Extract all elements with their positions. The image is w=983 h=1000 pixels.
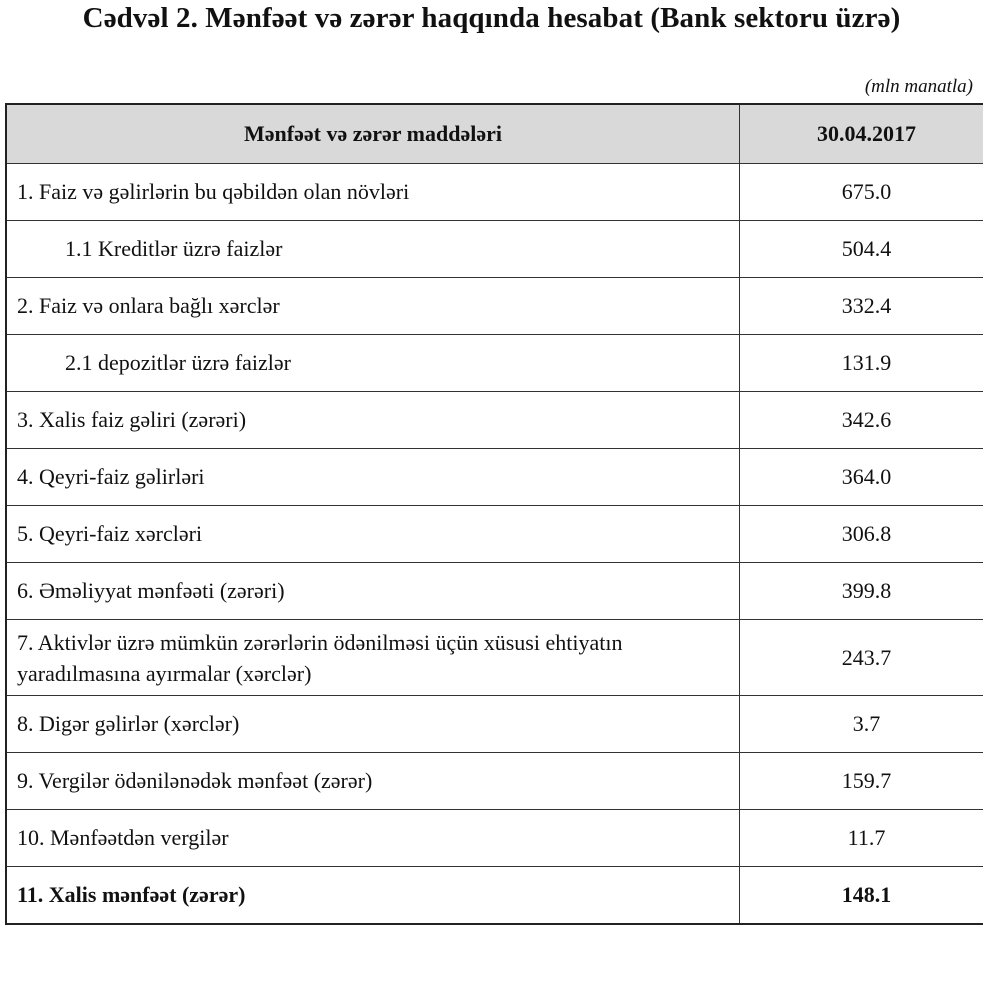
table-row: 1.1 Kreditlər üzrə faizlər 504.4 (5, 220, 983, 278)
row-value: 342.6 (739, 391, 983, 449)
table-row: 7. Aktivlər üzrə mümkün zərərlərin ödəni… (5, 619, 983, 696)
header-row: Mənfəət və zərər maddələri 30.04.2017 (5, 103, 983, 164)
row-label: 1.1 Kreditlər üzrə faizlər (5, 220, 740, 278)
row-value: 364.0 (739, 448, 983, 506)
table-row: 2. Faiz və onlara bağlı xərclər 332.4 (5, 277, 983, 335)
row-label: 2. Faiz və onlara bağlı xərclər (5, 277, 740, 335)
row-label: 2.1 depozitlər üzrə faizlər (5, 334, 740, 392)
row-value: 399.8 (739, 562, 983, 620)
row-value: 504.4 (739, 220, 983, 278)
row-value: 675.0 (739, 163, 983, 221)
row-label: 7. Aktivlər üzrə mümkün zərərlərin ödəni… (5, 619, 740, 696)
table-row: 5. Qeyri-faiz xərcləri 306.8 (5, 505, 983, 563)
row-label: 9. Vergilər ödənilənədək mənfəət (zərər) (5, 752, 740, 810)
profit-loss-table: Mənfəət və zərər maddələri 30.04.2017 1.… (5, 103, 983, 925)
table-row: 10. Mənfəətdən vergilər 11.7 (5, 809, 983, 867)
total-row: 11. Xalis mənfəət (zərər) 148.1 (5, 866, 983, 925)
table-row: 4. Qeyri-faiz gəlirləri 364.0 (5, 448, 983, 506)
row-label: 6. Əməliyyat mənfəəti (zərəri) (5, 562, 740, 620)
table-row: 1. Faiz və gəlirlərin bu qəbildən olan n… (5, 163, 983, 221)
row-label: 10. Mənfəətdən vergilər (5, 809, 740, 867)
table-title: Cədvəl 2. Mənfəət və zərər haqqında hesa… (82, 2, 901, 34)
row-value: 131.9 (739, 334, 983, 392)
row-value: 306.8 (739, 505, 983, 563)
row-label: 4. Qeyri-faiz gəlirləri (5, 448, 740, 506)
row-value: 243.7 (739, 619, 983, 696)
row-label: 1. Faiz və gəlirlərin bu qəbildən olan n… (5, 163, 740, 221)
table-row: 9. Vergilər ödənilənədək mənfəət (zərər)… (5, 752, 983, 810)
unit-note: (mln manatla) (864, 76, 973, 97)
table-row: 8. Digər gəlirlər (xərclər) 3.7 (5, 695, 983, 753)
row-label: 5. Qeyri-faiz xərcləri (5, 505, 740, 563)
table-row: 6. Əməliyyat mənfəəti (zərəri) 399.8 (5, 562, 983, 620)
row-value: 332.4 (739, 277, 983, 335)
table-row: 2.1 depozitlər üzrə faizlər 131.9 (5, 334, 983, 392)
table-row: 3. Xalis faiz gəliri (zərəri) 342.6 (5, 391, 983, 449)
row-label: 11. Xalis mənfəət (zərər) (5, 866, 740, 925)
row-value: 11.7 (739, 809, 983, 867)
header-items: Mənfəət və zərər maddələri (5, 103, 740, 164)
header-date: 30.04.2017 (739, 103, 983, 164)
row-label: 8. Digər gəlirlər (xərclər) (5, 695, 740, 753)
row-value: 148.1 (739, 866, 983, 925)
row-value: 159.7 (739, 752, 983, 810)
row-value: 3.7 (739, 695, 983, 753)
row-label: 3. Xalis faiz gəliri (zərəri) (5, 391, 740, 449)
